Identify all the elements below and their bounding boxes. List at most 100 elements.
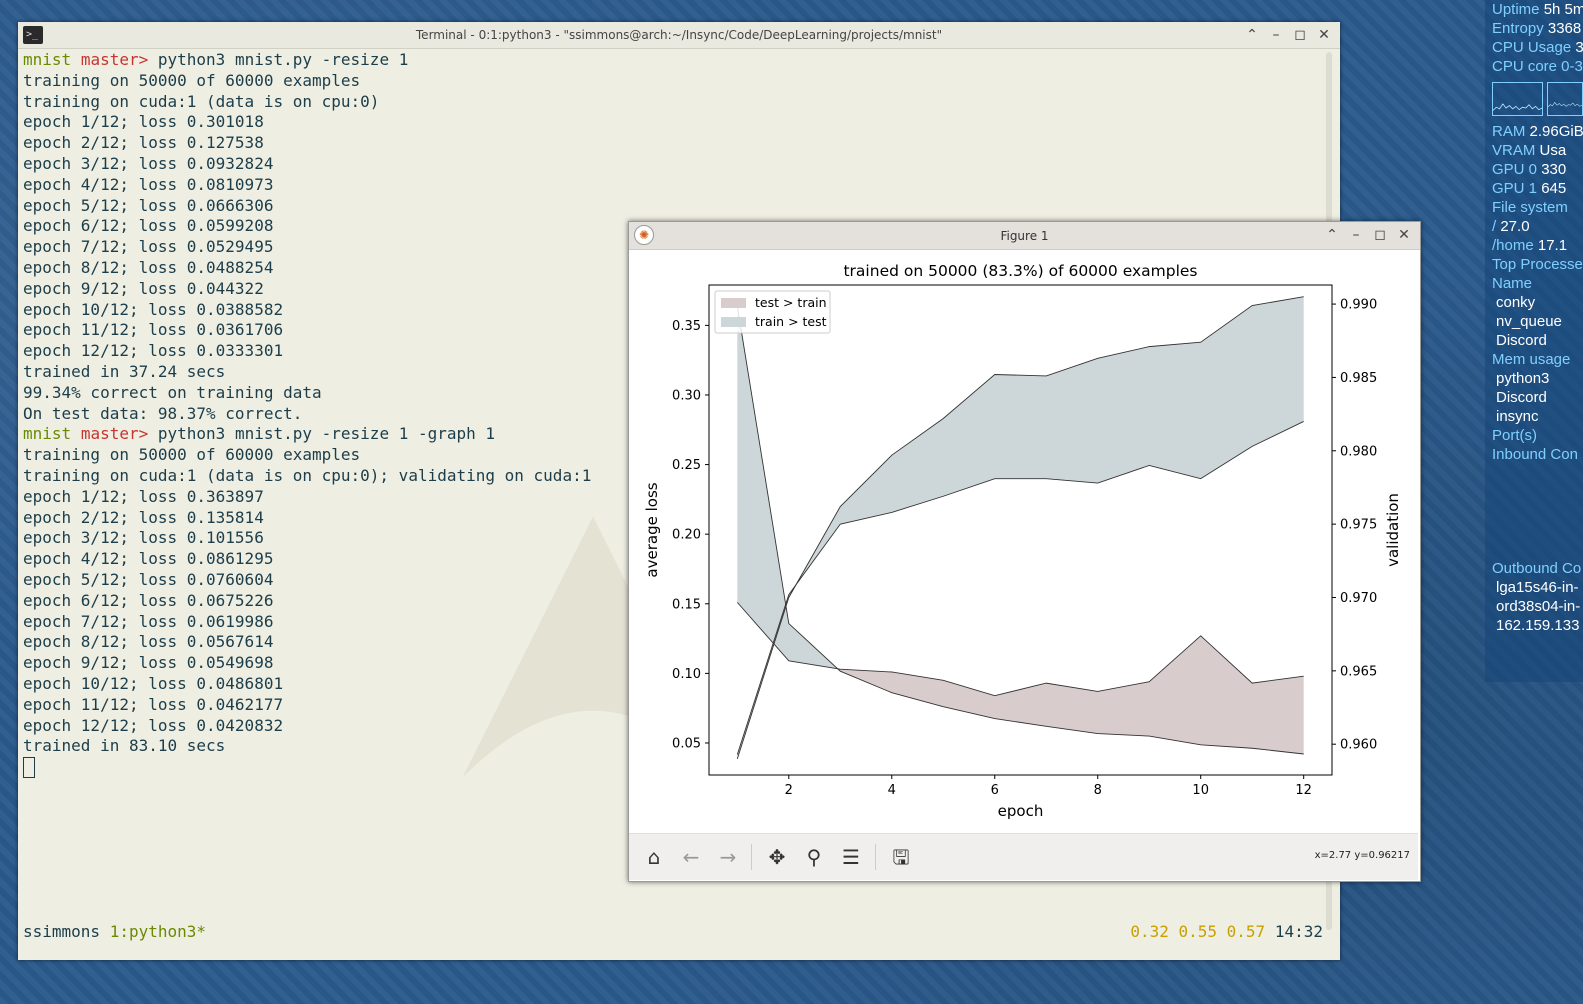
forward-icon[interactable]: → [719,845,737,869]
terminal-icon: >_ [23,26,43,44]
validation-test-line [736,421,1304,755]
terminal-output-line: epoch 2/12; loss 0.127538 [23,133,264,153]
y2-tick-label: 0.965 [1340,664,1377,679]
conky-subitem: Discord [1496,389,1547,406]
chart-title: trained on 50000 (83.3%) of 60000 exampl… [843,262,1197,280]
figure-minimize-button[interactable]: – [1352,227,1360,243]
conky-row: CPU Usage 3 [1485,38,1583,57]
conky-row: Entropy 3368 [1485,19,1583,38]
terminal-output-line: training on 50000 of 60000 examples [23,445,361,465]
prompt-branch: master> [80,50,149,69]
legend-swatch [721,317,746,327]
save-icon[interactable]: 🖫 [892,845,910,869]
pan-icon[interactable]: ✥ [768,845,786,869]
terminal-output-line: training on 50000 of 60000 examples [23,70,361,90]
terminal-shade-button[interactable]: ⌃ [1246,27,1258,43]
prompt-command: python3 mnist.py -resize 1 [148,50,409,69]
terminal-output-line: epoch 6/12; loss 0.0675226 [23,590,274,610]
terminal-output-line: epoch 8/12; loss 0.0488254 [23,257,274,277]
y-axis-label: average loss [643,482,661,577]
terminal-output-line: epoch 5/12; loss 0.0760604 [23,569,274,589]
conky-key: File system [1492,199,1568,216]
conky-subitem: insync [1496,408,1539,425]
back-icon[interactable]: ← [682,845,700,869]
conky-row: GPU 1 645 [1485,179,1583,198]
conky-value: 3368 [1547,20,1582,37]
status-session[interactable]: 1:python3* [109,922,207,941]
terminal-output-line: epoch 2/12; loss 0.135814 [23,507,264,527]
conky-key: Inbound Con [1492,446,1578,463]
figure-toolbar: ⌂ ← → ✥ ⚲ ☰ 🖫 x=2.77 y=0.96217 [629,833,1418,880]
status-time: 14:32 [1274,922,1323,941]
terminal-output-line: epoch 10/12; loss 0.0388582 [23,299,284,319]
zoom-icon[interactable]: ⚲ [806,845,822,869]
terminal-output-line: 99.34% correct on training data [23,382,322,402]
conky-subitem: python3 [1496,370,1550,387]
terminal-output[interactable]: mnist master> python3 mnist.py -resize 1… [23,50,1323,930]
y2-tick-label: 0.990 [1340,298,1377,313]
prompt-dir: mnist [23,424,72,444]
conky-panel: Uptime 5h 5m Entropy 3368 CPU Usage 3 CPU c… [1485,0,1583,682]
legend-swatch [721,298,746,308]
figure-titlebar[interactable]: ✺ Figure 1 ⌃ – ◻ ✕ [629,222,1420,250]
terminal-cursor-line [23,757,1323,779]
conky-subitem: conky [1496,294,1536,311]
terminal-output-line: epoch 1/12; loss 0.301018 [23,112,264,132]
tmux-status-bar: ssimmons 1:python3* 0.32 0.55 0.57 14:32 [18,920,1323,944]
prompt-command: python3 mnist.py -resize 1 -graph 1 [148,424,496,444]
y2-tick-label: 0.980 [1340,444,1377,459]
conky-key: GPU 0 [1492,161,1538,178]
terminal-title: Terminal - 0:1:python3 - "ssimmons@arch:… [415,28,943,42]
conky-row: Name [1485,274,1583,293]
terminal-titlebar[interactable]: >_ Terminal - 0:1:python3 - "ssimmons@ar… [18,22,1340,49]
conky-row: / 27.0 [1485,217,1583,236]
validation-train-line [736,296,1304,759]
terminal-close-button[interactable]: ✕ [1318,27,1330,43]
prompt-branch: master> [80,424,149,444]
conky-row: Uptime 5h 5m [1485,0,1583,19]
conky-subitem: 162.159.133 [1496,617,1580,634]
loss-area-test-gt-train [737,306,1304,755]
conky-row: Top Processes [1485,255,1583,274]
x-tick-label: 8 [1094,783,1102,798]
terminal-output-line: epoch 1/12; loss 0.363897 [23,486,264,506]
terminal-cursor[interactable] [23,757,35,779]
terminal-output-line: epoch 11/12; loss 0.0361706 [23,320,284,340]
x-tick-label: 10 [1192,783,1209,798]
status-user: ssimmons [23,922,101,941]
figure-title: Figure 1 [1000,229,1049,243]
terminal-output-line: epoch 12/12; loss 0.0420832 [23,715,284,735]
terminal-output-line: epoch 9/12; loss 0.044322 [23,278,264,298]
cpu-graph [1547,82,1583,116]
figure-window[interactable]: ✺ Figure 1 ⌃ – ◻ ✕ trained on 50000 (83.… [628,221,1421,882]
figure-maximize-button[interactable]: ◻ [1374,227,1386,243]
terminal-maximize-button[interactable]: ◻ [1294,27,1306,43]
terminal-output-line: trained in 37.24 secs [23,361,226,381]
figure-shade-button[interactable]: ⌃ [1326,227,1338,243]
conky-subitem: Discord [1496,332,1547,349]
conky-row: Port(s) [1485,426,1583,445]
terminal-output-line: epoch 4/12; loss 0.0810973 [23,174,274,194]
conky-value: Usa [1539,142,1567,159]
home-icon[interactable]: ⌂ [647,845,661,869]
terminal-minimize-button[interactable]: – [1272,27,1280,43]
terminal-output-line: training on cuda:1 (data is on cpu:0); v… [23,465,592,485]
prompt-dir: mnist [23,50,72,69]
conky-key: CPU core 0-3 [1492,58,1583,75]
figure-close-button[interactable]: ✕ [1398,227,1410,243]
conky-key: CPU Usage [1492,39,1572,56]
y2-tick-label: 0.975 [1340,518,1377,533]
configure-subplots-icon[interactable]: ☰ [842,845,860,869]
plot-canvas[interactable]: trained on 50000 (83.3%) of 60000 exampl… [629,250,1418,833]
terminal-prompt-line: mnist master> python3 mnist.py -resize 1… [23,424,1323,445]
y-tick-label: 0.10 [672,667,701,682]
y-tick-label: 0.25 [672,458,701,473]
terminal-output-line: epoch 12/12; loss 0.0333301 [23,341,284,361]
y2-tick-label: 0.985 [1340,371,1377,386]
cpu-graph [1492,82,1544,116]
axes-frame [708,284,1333,776]
y2-tick-label: 0.970 [1340,591,1377,606]
conky-key: Outbound Co [1492,560,1582,577]
x-tick-label: 2 [785,783,793,798]
conky-row: Inbound Con [1485,445,1583,464]
